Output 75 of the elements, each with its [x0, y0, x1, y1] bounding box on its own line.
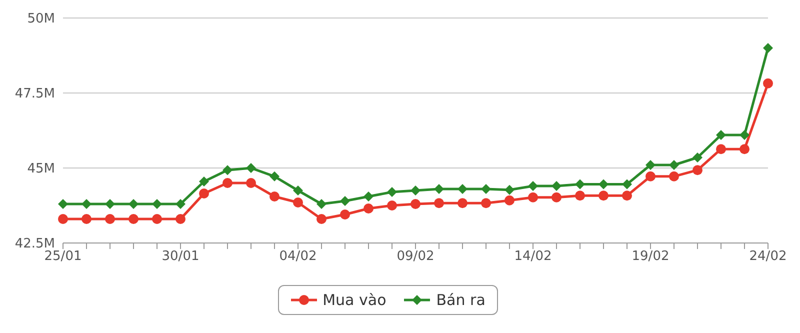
point: [246, 163, 256, 173]
point: [387, 187, 397, 197]
point: [504, 195, 514, 206]
point: [552, 181, 562, 191]
y-tick-label: 42.5M: [14, 236, 55, 252]
point: [458, 184, 468, 194]
point: [481, 198, 491, 208]
point: [434, 198, 444, 208]
point: [598, 179, 608, 190]
point: [458, 198, 468, 208]
point: [222, 178, 232, 188]
point: [692, 165, 702, 176]
x-tick-label: 14/02: [514, 249, 552, 264]
point: [128, 214, 138, 224]
point: [763, 43, 773, 53]
point: [763, 78, 773, 88]
point: [316, 214, 326, 224]
point: [293, 198, 303, 208]
point: [481, 184, 491, 194]
point: [82, 199, 92, 209]
point: [528, 192, 538, 202]
point: [669, 171, 679, 182]
point: [387, 200, 397, 210]
point: [199, 176, 209, 186]
point: [646, 160, 656, 170]
point: [176, 214, 186, 224]
point: [622, 190, 632, 201]
point: [222, 165, 232, 176]
point: [152, 199, 162, 209]
point: [316, 199, 326, 209]
y-tick-label: 47.5M: [14, 86, 55, 102]
point: [270, 171, 280, 182]
x-tick-label: 04/02: [279, 249, 317, 264]
legend-label: Bán ra: [436, 291, 486, 309]
point: [740, 130, 750, 140]
x-tick-label: 25/01: [44, 249, 82, 264]
point: [58, 199, 68, 209]
point: [622, 179, 632, 190]
point: [716, 144, 726, 154]
legend-label: Mua vào: [322, 291, 386, 309]
point: [434, 184, 444, 194]
x-tick-label: 09/02: [396, 249, 434, 264]
point: [692, 152, 702, 162]
point: [82, 214, 92, 224]
point: [340, 196, 350, 206]
point: [552, 192, 562, 202]
y-tick-label: 45M: [27, 162, 55, 177]
point: [270, 192, 280, 202]
point: [646, 171, 656, 182]
point: [669, 160, 679, 170]
point: [105, 214, 115, 224]
point: [575, 190, 585, 201]
point: [152, 214, 162, 224]
y-tick-label: 50M: [27, 12, 55, 27]
x-tick-label: 19/02: [632, 249, 670, 264]
point: [199, 188, 209, 198]
point: [598, 190, 608, 201]
point: [716, 130, 726, 140]
point: [410, 186, 420, 196]
x-tick-label: 24/02: [749, 249, 787, 264]
point: [364, 204, 374, 214]
point: [176, 199, 186, 209]
point: [528, 181, 538, 191]
point: [504, 184, 514, 195]
point: [740, 144, 750, 154]
point: [58, 214, 68, 224]
point: [105, 199, 115, 209]
point: [340, 210, 350, 220]
point: [246, 178, 256, 188]
point: [364, 192, 374, 202]
x-tick-label: 30/01: [162, 249, 200, 264]
point: [410, 199, 420, 209]
point: [575, 179, 585, 190]
point: [128, 199, 138, 209]
point: [293, 186, 303, 196]
